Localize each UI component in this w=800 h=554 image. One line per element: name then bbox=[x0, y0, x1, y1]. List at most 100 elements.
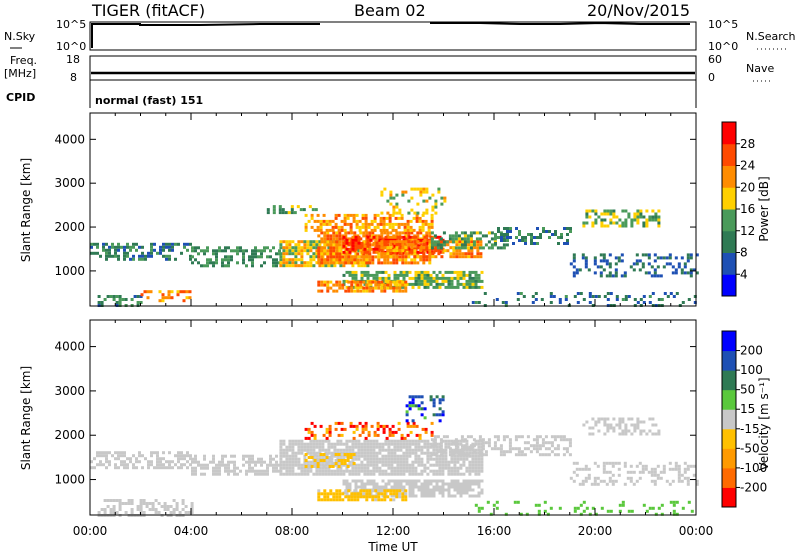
data-cell bbox=[332, 246, 336, 250]
data-cell bbox=[272, 205, 276, 209]
data-cell bbox=[420, 273, 424, 277]
data-cell bbox=[605, 482, 609, 486]
data-cell bbox=[346, 222, 350, 226]
data-cell bbox=[624, 221, 628, 225]
data-cell bbox=[591, 432, 595, 436]
data-cell bbox=[351, 457, 355, 461]
data-cell bbox=[516, 292, 520, 295]
data-cell bbox=[329, 252, 333, 256]
data-cell bbox=[638, 259, 642, 263]
data-cell bbox=[422, 211, 426, 215]
data-cell bbox=[432, 488, 436, 492]
data-cell bbox=[159, 457, 162, 461]
data-cell bbox=[480, 463, 484, 467]
data-cell bbox=[464, 252, 468, 256]
data-cell bbox=[411, 488, 415, 492]
data-cell bbox=[329, 498, 333, 502]
data-cell bbox=[285, 261, 289, 265]
data-cell bbox=[322, 222, 326, 226]
data-cell bbox=[687, 500, 691, 504]
data-cell bbox=[433, 453, 437, 457]
data-cell bbox=[422, 243, 426, 247]
data-cell bbox=[159, 460, 162, 464]
data-cell bbox=[524, 236, 527, 239]
data-cell bbox=[168, 242, 171, 246]
data-cell bbox=[236, 249, 239, 253]
data-cell bbox=[285, 448, 289, 452]
data-cell bbox=[282, 451, 286, 455]
data-cell bbox=[478, 453, 482, 457]
data-cell bbox=[343, 213, 347, 217]
data-cell bbox=[351, 454, 355, 458]
data-cell bbox=[599, 479, 603, 483]
data-cell bbox=[499, 444, 503, 448]
data-cell bbox=[129, 248, 132, 252]
data-cell bbox=[120, 460, 123, 464]
data-cell bbox=[335, 237, 339, 241]
data-cell bbox=[429, 276, 433, 280]
data-cell bbox=[375, 485, 379, 489]
data-cell bbox=[114, 466, 117, 470]
data-cell bbox=[543, 509, 547, 513]
data-cell bbox=[417, 285, 421, 289]
data-cell bbox=[430, 222, 434, 226]
data-cell bbox=[405, 479, 409, 483]
data-cell bbox=[444, 270, 448, 274]
data-cell bbox=[565, 438, 569, 442]
data-cell bbox=[345, 247, 349, 251]
data-cell bbox=[333, 469, 337, 473]
data-cell bbox=[257, 255, 260, 259]
data-cell bbox=[306, 466, 310, 470]
data-cell bbox=[156, 463, 159, 467]
data-cell bbox=[541, 441, 545, 445]
data-cell bbox=[593, 259, 597, 263]
data-cell bbox=[355, 213, 359, 217]
data-cell bbox=[105, 451, 108, 455]
data-cell bbox=[321, 466, 325, 470]
data-cell bbox=[593, 479, 597, 483]
data-cell bbox=[459, 273, 463, 277]
data-cell bbox=[312, 243, 316, 247]
velocity-x-axis-ticks bbox=[89, 320, 697, 515]
data-cell bbox=[334, 421, 338, 425]
data-cell bbox=[404, 243, 408, 247]
data-cell bbox=[366, 451, 370, 455]
data-cell bbox=[611, 461, 615, 465]
data-cell bbox=[366, 469, 370, 473]
data-cell bbox=[490, 246, 494, 250]
data-cell bbox=[405, 410, 409, 414]
data-cell bbox=[421, 225, 425, 229]
data-cell bbox=[348, 439, 352, 443]
data-cell bbox=[648, 218, 652, 222]
data-cell bbox=[674, 256, 678, 260]
data-cell bbox=[633, 212, 637, 216]
data-cell bbox=[474, 285, 478, 289]
data-cell bbox=[566, 242, 569, 245]
data-cell bbox=[377, 249, 381, 253]
data-cell bbox=[353, 249, 357, 253]
data-cell bbox=[672, 509, 676, 513]
data-cell bbox=[417, 454, 421, 458]
data-cell bbox=[689, 256, 693, 260]
data-cell bbox=[374, 280, 378, 284]
data-cell bbox=[354, 442, 358, 446]
data-cell bbox=[602, 470, 606, 474]
data-cell bbox=[354, 463, 358, 467]
data-cell bbox=[318, 442, 322, 446]
data-cell bbox=[621, 503, 625, 507]
data-cell bbox=[384, 460, 388, 464]
data-cell bbox=[565, 447, 569, 451]
data-cell bbox=[242, 252, 245, 256]
data-cell bbox=[342, 463, 346, 467]
data-cell bbox=[615, 298, 619, 301]
data-cell bbox=[404, 261, 408, 265]
data-cell bbox=[477, 472, 481, 476]
data-cell bbox=[221, 463, 224, 467]
data-cell bbox=[559, 438, 563, 442]
data-cell bbox=[352, 216, 356, 220]
data-cell bbox=[365, 261, 369, 265]
data-cell bbox=[654, 512, 658, 516]
data-cell bbox=[399, 439, 403, 443]
data-cell bbox=[191, 466, 194, 470]
data-cell bbox=[417, 488, 421, 492]
